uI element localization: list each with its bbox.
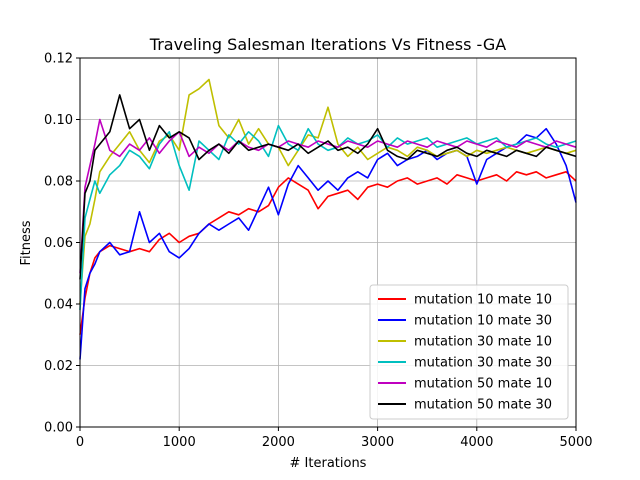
y-axis: 0.00 0.02 0.04 0.06 0.08 0.10 0.12 [44,52,80,436]
legend-label: mutation 10 mate 10 [414,293,552,308]
legend-label: mutation 50 mate 30 [414,398,552,413]
x-tick-label: 1000 [163,435,196,450]
x-tick-label: 0 [76,435,84,450]
series-line-1 [79,171,577,335]
x-tick-label: 4000 [460,435,493,450]
legend-box [369,284,569,420]
x-axis: 0 1000 2000 3000 4000 5000 [76,427,593,450]
chart-title: Traveling Salesman Iterations Vs Fitness… [149,35,507,54]
series-line-4 [79,124,577,311]
legend-label: mutation 30 mate 10 [414,335,552,350]
legend-label: mutation 10 mate 30 [414,314,552,329]
series-line-2 [79,127,577,360]
x-tick-label: 3000 [361,435,394,450]
y-tick-label: 0.06 [44,236,73,251]
legend-label: mutation 50 mate 10 [414,377,552,392]
x-axis-title: # Iterations [290,456,367,471]
y-tick-label: 0.10 [44,113,73,128]
legend-label: mutation 30 mate 30 [414,356,552,371]
series-lines [79,78,577,360]
y-tick-label: 0.00 [44,421,73,436]
x-tick-label: 2000 [262,435,295,450]
x-tick-label: 5000 [559,435,592,450]
y-tick-label: 0.08 [44,175,73,190]
series-line-6 [79,94,577,280]
series-line-3 [79,78,577,305]
y-axis-title: Fitness [19,220,34,265]
y-tick-label: 0.04 [44,298,73,313]
y-tick-label: 0.12 [44,52,73,67]
y-tick-label: 0.02 [44,359,73,374]
legend: mutation 10 mate 10 mutation 10 mate 30 mu… [369,284,569,420]
